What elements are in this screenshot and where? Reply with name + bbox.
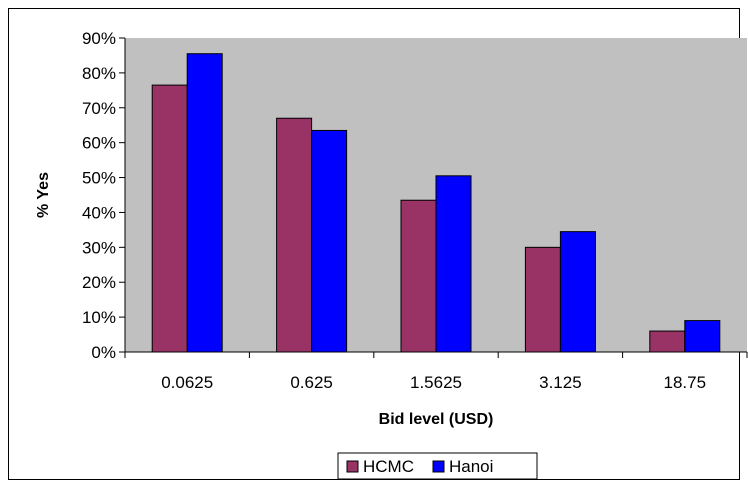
y-tick-label: 60% [82, 134, 116, 153]
y-tick-label: 50% [82, 169, 116, 188]
legend-label-hanoi: Hanoi [449, 457, 493, 476]
y-tick-label: 90% [82, 29, 116, 48]
y-tick-label: 30% [82, 238, 116, 257]
bar-hanoi-0 [186, 53, 223, 353]
legend-swatch-hcmc [346, 460, 359, 473]
bar-hcmc-3 [524, 246, 561, 353]
y-ticks-group: 0% 10% 20% 30% 40% 50% 60% 70% 80% 90% [82, 29, 125, 362]
y-tick-label: 70% [82, 99, 116, 118]
x-ticks-group: 0.0625 0.625 1.5625 3.125 18.75 [124, 352, 748, 392]
bar-hanoi-4 [684, 320, 721, 353]
legend-label-hcmc: HCMC [363, 457, 414, 476]
y-tick-label: 20% [82, 273, 116, 292]
bar-hcmc-4 [649, 330, 686, 353]
x-tick-label: 0.625 [290, 373, 333, 392]
y-tick-label: 40% [82, 203, 116, 222]
x-tick-label: 18.75 [664, 373, 707, 392]
legend-swatch-hanoi [432, 460, 445, 473]
y-axis-title: % Yes [35, 172, 52, 218]
x-tick-label: 0.0625 [161, 373, 213, 392]
x-tick-label: 1.5625 [410, 373, 462, 392]
bar-hcmc-1 [276, 117, 313, 353]
y-tick-label: 10% [82, 308, 116, 327]
y-tick-label: 80% [82, 64, 116, 83]
bar-hanoi-3 [559, 231, 596, 353]
bars-group [151, 53, 721, 353]
bar-hanoi-1 [311, 129, 348, 353]
legend: HCMC Hanoi [337, 452, 538, 480]
bar-hcmc-0 [151, 84, 188, 353]
y-tick-label: 0% [91, 343, 116, 362]
bar-hcmc-2 [400, 199, 437, 353]
x-axis-title: Bid level (USD) [379, 411, 494, 428]
x-tick-label: 3.125 [539, 373, 582, 392]
bar-hanoi-2 [435, 175, 472, 353]
